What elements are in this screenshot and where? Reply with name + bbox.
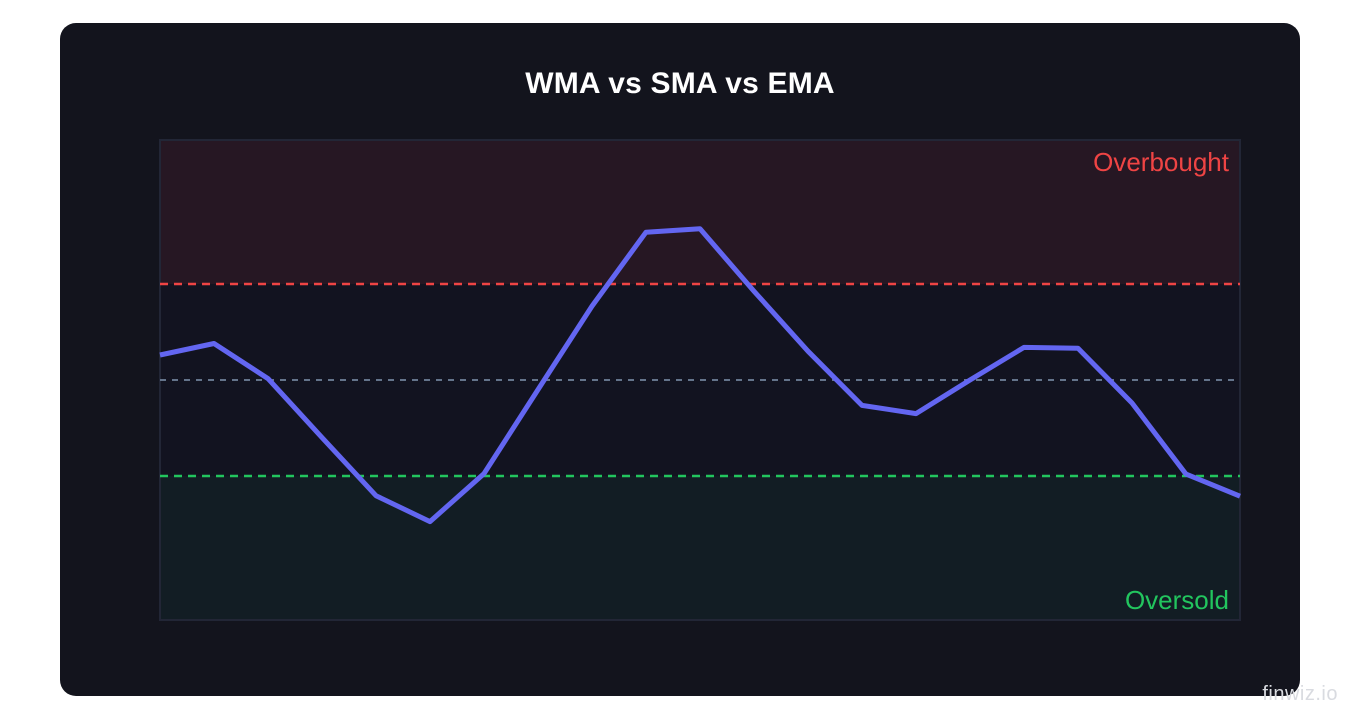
overbought-label: Overbought xyxy=(1093,147,1230,177)
watermark: finwiz.io xyxy=(1262,683,1338,705)
chart-title: WMA vs SMA vs EMA xyxy=(525,67,835,100)
chart-card: WMA vs SMA vs EMA Overbought Oversold xyxy=(60,23,1300,696)
oversold-label: Oversold xyxy=(1125,585,1229,615)
overbought-zone xyxy=(161,141,1239,284)
rsi-line-chart: Overbought Oversold xyxy=(159,139,1241,621)
oversold-zone xyxy=(161,476,1239,619)
